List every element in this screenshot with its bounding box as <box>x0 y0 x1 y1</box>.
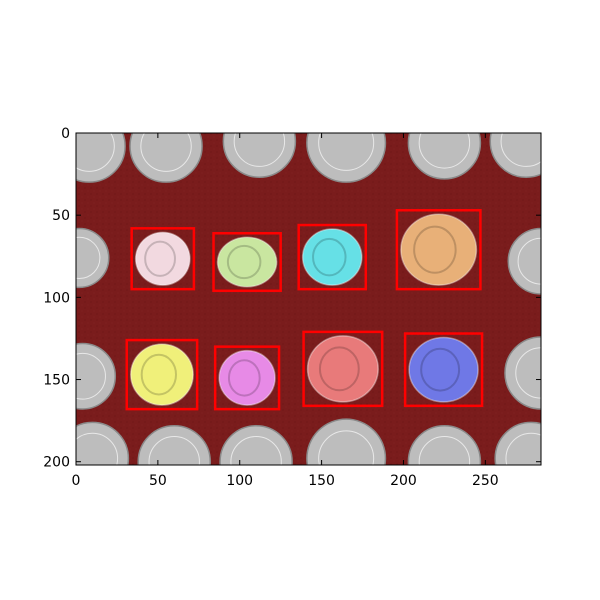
edge-coin-detail <box>140 133 192 172</box>
coin-relief <box>226 244 262 280</box>
x-tick-label: 0 <box>72 473 81 489</box>
x-tick-label: 150 <box>308 473 335 489</box>
edge-coin-detail <box>418 436 471 465</box>
edge-coin <box>76 342 117 410</box>
edge-coin-detail <box>318 430 375 465</box>
coin-mask <box>218 349 276 406</box>
bounding-box <box>213 345 281 411</box>
bounding-box <box>395 208 482 291</box>
coin-6 <box>213 345 281 411</box>
edge-coin-detail <box>505 432 541 465</box>
edge-coin <box>219 424 293 465</box>
edge-coin-detail <box>500 133 541 167</box>
coin-mask <box>306 335 379 403</box>
coin-5 <box>125 338 199 411</box>
y-axis: 0 50 100 150 200 <box>43 126 541 471</box>
coin-relief <box>413 225 457 274</box>
edge-coin <box>76 133 126 183</box>
coin-7 <box>302 330 384 408</box>
coin-mask <box>130 343 194 406</box>
coin-mask <box>134 231 191 286</box>
edge-coin <box>129 133 203 183</box>
edge-coin-detail <box>515 347 541 399</box>
coin-relief <box>420 347 461 392</box>
coin-relief <box>140 353 178 396</box>
coin-2 <box>212 232 282 293</box>
coins-layer <box>125 208 484 411</box>
edge-coin-detail <box>318 133 375 171</box>
bounding-box <box>297 223 368 291</box>
edge-coin-detail <box>148 436 200 465</box>
plot-frame <box>75 132 542 466</box>
y-tick-label: 0 <box>61 126 70 142</box>
bounding-box <box>130 227 196 291</box>
edge-coin <box>137 424 211 465</box>
coin-mask <box>216 236 278 288</box>
edge-coin-detail <box>76 432 119 465</box>
edge-coin-detail <box>76 352 106 400</box>
coin-mask <box>301 228 363 286</box>
bounding-box <box>212 232 282 293</box>
edge-coin <box>407 424 482 465</box>
coin-relief <box>312 237 347 277</box>
bounding-box <box>302 330 384 408</box>
edge-coin <box>407 133 482 180</box>
edge-coins <box>76 133 541 465</box>
bounding-box <box>403 332 484 408</box>
edge-coin <box>76 227 110 289</box>
edge-coin <box>306 133 387 183</box>
coin-relief <box>144 240 176 277</box>
coin-8 <box>403 332 484 408</box>
edge-coin-detail <box>76 236 101 280</box>
coin-mask <box>408 336 479 403</box>
edge-coin <box>222 133 297 178</box>
edge-coin-detail <box>418 133 471 169</box>
coin-mask <box>400 213 478 286</box>
x-tick-label: 250 <box>472 473 499 489</box>
edge-coin <box>504 336 541 410</box>
x-tick-label: 100 <box>226 473 253 489</box>
edge-coin-detail <box>233 133 286 167</box>
image-texture <box>76 133 541 465</box>
x-tick-label: 200 <box>390 473 417 489</box>
edge-coin <box>306 418 387 465</box>
y-tick-label: 200 <box>43 455 70 471</box>
edge-coin-detail <box>76 133 115 172</box>
coin-4 <box>395 208 482 291</box>
coin-relief <box>318 346 360 392</box>
coin-relief <box>227 359 261 397</box>
edge-coin-detail <box>230 436 282 465</box>
coin-3 <box>297 223 368 291</box>
y-tick-label: 100 <box>43 290 70 306</box>
x-tick-label: 50 <box>149 473 167 489</box>
coin-1 <box>130 227 196 291</box>
y-tick-label: 150 <box>43 373 70 389</box>
bounding-box <box>125 338 199 411</box>
y-tick-label: 50 <box>52 208 70 224</box>
x-axis: 0 50 100 150 200 250 <box>72 133 499 489</box>
plot-area <box>76 133 541 465</box>
